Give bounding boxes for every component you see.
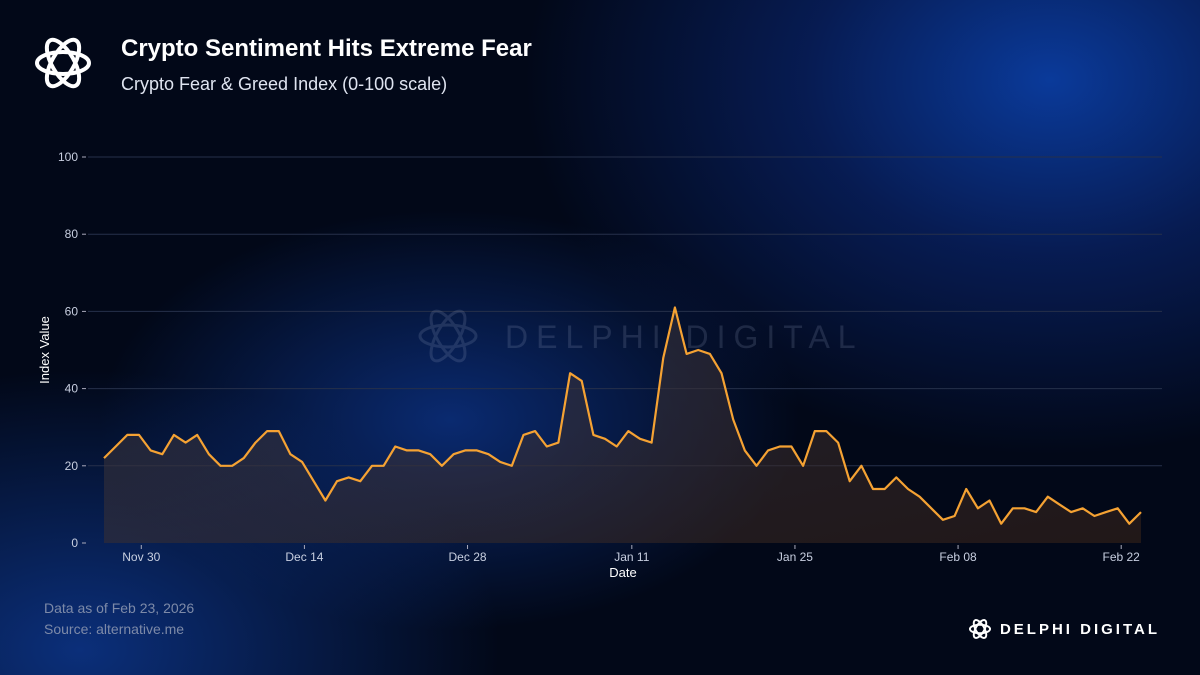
- x-tick-label: Dec 14: [285, 550, 323, 564]
- area-fill: [104, 307, 1141, 543]
- y-tick-label: 100: [58, 150, 78, 164]
- data-date-note: Data as of Feb 23, 2026: [44, 600, 195, 616]
- x-tick-label: Dec 28: [449, 550, 487, 564]
- x-tick-label: Jan 25: [777, 550, 813, 564]
- y-tick-label: 20: [65, 459, 79, 473]
- brand-logo: DELPHI DIGITAL: [968, 617, 1160, 641]
- y-tick-label: 40: [65, 382, 79, 396]
- y-tick-label: 60: [65, 304, 79, 318]
- y-tick-label: 0: [71, 536, 78, 550]
- delphi-logo-icon: [35, 37, 91, 89]
- x-tick-label: Feb 08: [939, 550, 977, 564]
- x-tick-label: Feb 22: [1103, 550, 1141, 564]
- brand-name: DELPHI DIGITAL: [999, 620, 1160, 638]
- series-line: [103, 306, 1142, 525]
- source-note: Source: alternative.me: [44, 621, 185, 637]
- y-tick-label: 80: [65, 227, 79, 241]
- x-axis-label: Date: [609, 565, 636, 580]
- x-tick-label: Jan 11: [614, 550, 649, 564]
- delphi-small-logo-icon: [968, 619, 991, 639]
- chart-title: Crypto Sentiment Hits Extreme Fear: [121, 35, 532, 62]
- x-tick-label: Nov 30: [122, 550, 160, 564]
- y-axis-label: Index Value: [37, 316, 52, 384]
- watermark: DELPHI DIGITAL: [418, 309, 856, 363]
- chart-subtitle: Crypto Fear & Greed Index (0-100 scale): [121, 74, 448, 94]
